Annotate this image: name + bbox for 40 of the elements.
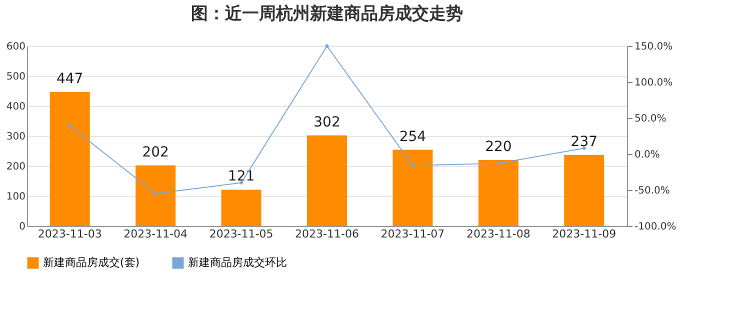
legend-label: 新建商品房成交(套) [43,256,140,269]
data-label: 302 [314,114,340,130]
bar [50,92,90,226]
x-tick-label: 2023-11-07 [380,228,445,240]
point [324,44,330,48]
data-label: 447 [56,70,84,87]
legend-label: 新建商品房成交环比 [188,256,287,269]
bar [564,154,604,226]
y2-tick-label: -50.0% [634,186,670,196]
y2-tick-label: 50.0% [634,114,666,124]
y2-tick-label: 0.0% [634,150,660,160]
y-tick-label: 100 [6,192,26,202]
y2-tick-label: -100.0% [634,222,676,232]
y-tick-label: 200 [6,162,26,172]
y2-tick-label: 100.0% [634,78,673,88]
x-tick-label: 2023-11-03 [38,228,102,240]
data-label: 202 [142,144,169,160]
data-label: 254 [399,128,426,145]
x-tick-label: 2023-11-05 [209,228,274,240]
x-tick-label: 2023-11-04 [124,228,188,240]
y2-tick-label: 150.0% [634,42,673,52]
x-tick-label: 2023-11-08 [466,228,530,240]
data-label: 220 [485,139,512,155]
y-tick-label: 0 [19,222,26,232]
x-tick-label: 2023-11-06 [295,228,359,240]
y-tick-label: 400 [6,102,26,112]
y-tick-label: 600 [6,42,26,52]
point [496,161,501,166]
y-tick-label: 500 [6,72,26,82]
bar [392,150,433,226]
bar [136,165,176,226]
data-label: 237 [570,134,598,150]
chart-title: 图：近一周杭州新建商品房成交走势 [191,4,463,24]
x-tick-label: 2023-11-09 [552,228,616,240]
bar [478,160,518,226]
point [68,124,72,128]
y-tick-label: 300 [6,132,26,142]
point [153,191,158,196]
bar [307,135,347,226]
bar [221,190,262,226]
